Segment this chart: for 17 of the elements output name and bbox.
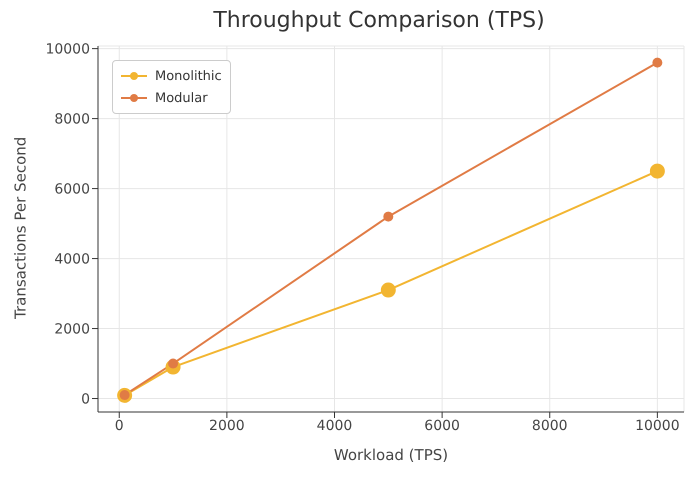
x-axis-title: Workload (TPS) bbox=[334, 446, 448, 464]
x-tick-label: 4000 bbox=[316, 418, 352, 434]
legend-label: Modular bbox=[155, 90, 208, 106]
y-tick-label: 6000 bbox=[54, 182, 90, 198]
legend-label: Monolithic bbox=[155, 68, 222, 84]
x-tick-label: 10000 bbox=[635, 418, 680, 434]
y-tick-label: 4000 bbox=[54, 252, 90, 268]
chart-title: Throughput Comparison (TPS) bbox=[212, 8, 546, 35]
x-tick-label: 0 bbox=[114, 418, 124, 434]
x-tick-label: 6000 bbox=[424, 418, 460, 434]
y-tick-label: 2000 bbox=[54, 322, 90, 338]
y-tick-label: 0 bbox=[81, 392, 90, 408]
y-axis-title: Transactions Per Second bbox=[11, 136, 30, 320]
x-tick-label: 8000 bbox=[532, 418, 568, 434]
y-tick-label: 8000 bbox=[54, 112, 90, 128]
x-tick-label: 2000 bbox=[209, 418, 245, 434]
y-tick-label: 10000 bbox=[45, 42, 90, 58]
